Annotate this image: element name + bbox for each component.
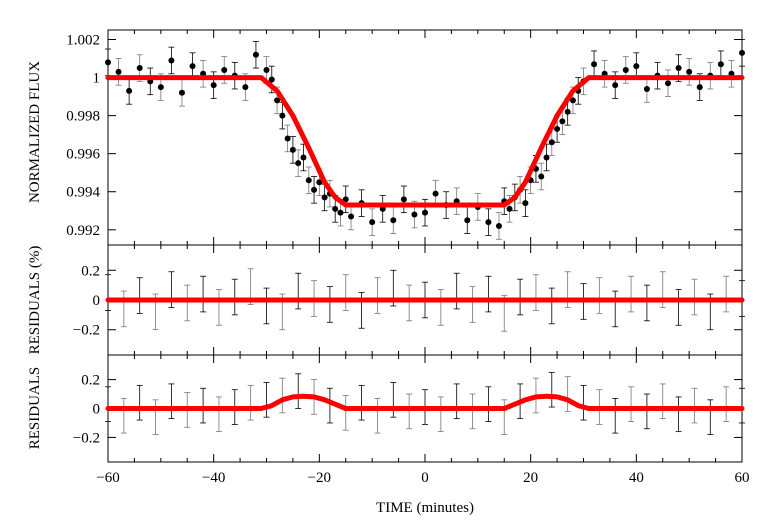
y-axis-label-residuals-percent: RESIDUALS (%) (27, 246, 43, 355)
y-tick-label: 1 (93, 71, 101, 87)
data-point (569, 97, 576, 104)
data-point (559, 118, 566, 125)
data-point (633, 63, 640, 70)
y-axis-label-residuals: RESIDUALS (27, 367, 43, 450)
y-tick-label: 0 (93, 293, 101, 309)
data-point (305, 177, 312, 184)
data-point (464, 217, 471, 224)
data-point (422, 209, 428, 216)
data-point (543, 154, 550, 161)
data-point (263, 66, 270, 73)
data-point (157, 84, 164, 91)
data-point (105, 59, 111, 66)
data-point (321, 194, 328, 201)
residuals-panel: −0.2 0 0.2 −60 −40 −20 0 20 40 60 (73, 354, 750, 486)
data-point (300, 154, 307, 161)
data-point (316, 179, 323, 186)
model-curve (105, 393, 745, 411)
x-tick-label: 40 (629, 470, 644, 486)
y-tick-label: 0.998 (66, 109, 100, 125)
data-point (115, 68, 122, 75)
data-point (400, 196, 407, 203)
data-point (268, 76, 275, 83)
data-point (289, 146, 296, 153)
data-point (295, 160, 302, 167)
data-point (548, 139, 555, 146)
flux-panel: 0.992 0.994 0.996 0.998 1 1.002 (66, 29, 745, 246)
data-point (554, 125, 561, 132)
data-point (136, 65, 143, 72)
data-point (591, 61, 598, 68)
data-point (643, 85, 650, 92)
data-point (311, 186, 318, 193)
data-point (252, 51, 259, 58)
data-point (485, 219, 492, 226)
y-tick-label: 1.002 (66, 33, 100, 49)
data-point (612, 82, 619, 89)
data-point (332, 205, 339, 212)
y-tick-label: −0.2 (73, 323, 100, 339)
data-point (675, 65, 682, 72)
data-point (274, 97, 281, 104)
x-tick-label: −20 (308, 470, 331, 486)
x-tick-label: 20 (523, 470, 538, 486)
residuals-percent-panel: −0.2 0 0.2 (73, 244, 745, 356)
data-point (564, 108, 571, 115)
x-tick-label: −60 (96, 470, 119, 486)
data-point (390, 217, 397, 224)
y-tick-label: 0.994 (66, 185, 100, 201)
y-tick-label: 0 (93, 402, 101, 418)
x-axis-label: TIME (minutes) (376, 500, 474, 516)
data-point (369, 219, 376, 226)
data-point (284, 135, 291, 142)
data-point (739, 49, 745, 56)
data-point (717, 61, 724, 68)
data-point (696, 84, 703, 91)
data-point (168, 57, 175, 64)
y-tick-label: −0.2 (73, 430, 100, 446)
y-axis-label-flux: NORMALIZED FLUX (27, 61, 43, 203)
data-point (622, 66, 629, 73)
data-point (337, 209, 344, 216)
y-tick-label: 0.2 (81, 263, 100, 279)
data-point (348, 213, 355, 220)
data-point (242, 84, 249, 91)
data-point (178, 89, 185, 96)
data-point (411, 211, 418, 218)
y-tick-label: 0.996 (66, 147, 100, 163)
data-point (279, 112, 286, 119)
y-tick-label: 0.992 (66, 223, 100, 239)
data-point (221, 66, 228, 73)
data-point (432, 190, 439, 197)
data-point (189, 63, 196, 70)
x-tick-label: 60 (735, 470, 750, 486)
x-tick-label: −40 (202, 470, 225, 486)
data-point (210, 82, 217, 89)
data-point (126, 87, 133, 94)
data-point (506, 205, 513, 212)
data-point (686, 68, 693, 75)
data-point (495, 222, 502, 229)
data-point (665, 80, 672, 87)
y-tick-label: 0.2 (81, 373, 100, 389)
x-tick-label: 0 (421, 470, 429, 486)
data-point (538, 173, 545, 180)
model-curve (105, 75, 745, 208)
data-point (522, 200, 529, 207)
